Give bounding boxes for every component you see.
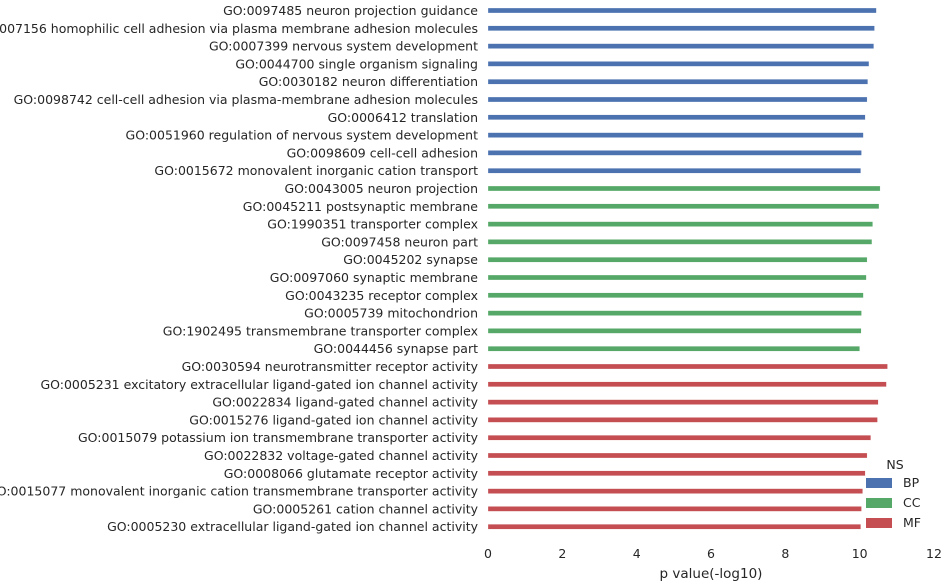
bar — [487, 328, 862, 334]
bar — [487, 274, 867, 281]
x-tick-label: 10 — [852, 546, 868, 561]
category-label: GO:0043235 receptor complex — [285, 288, 478, 303]
legend-swatch — [866, 478, 892, 488]
bar — [487, 96, 868, 103]
x-tick-label: 4 — [633, 546, 641, 561]
bar — [487, 114, 866, 120]
legend-label: BP — [903, 475, 920, 490]
bar — [487, 435, 871, 441]
x-tick-label: 0 — [484, 546, 492, 561]
bar — [487, 203, 880, 209]
x-axis: 0 2 4 6 8 10 12 — [484, 546, 942, 561]
category-label: GO:0015079 potassium ion transmembrane t… — [78, 430, 479, 445]
x-tick-label: 6 — [707, 546, 715, 561]
category-label: GO:0097485 neuron projection guidance — [223, 3, 478, 18]
bar — [487, 452, 868, 459]
x-tick-label: 2 — [558, 546, 566, 561]
bar — [487, 150, 862, 156]
category-label: GO:0097458 neuron part — [321, 234, 478, 249]
bar — [487, 257, 868, 263]
bar — [487, 346, 860, 352]
bar — [487, 524, 861, 530]
bar — [487, 221, 873, 227]
category-label: GO:0015276 ligand-gated ion channel acti… — [189, 412, 478, 427]
legend: NS BP CC MF — [866, 457, 921, 530]
bar — [487, 363, 888, 370]
bar — [487, 25, 875, 31]
category-label: GO:0015077 monovalent inorganic cation t… — [0, 484, 479, 499]
category-label: GO:0030594 neurotransmitter receptor act… — [182, 359, 479, 374]
bar — [487, 43, 874, 49]
bar — [487, 470, 866, 476]
bar — [487, 168, 861, 174]
bar — [487, 310, 862, 316]
category-label: GO:0005261 cation channel activity — [253, 501, 479, 516]
category-label: GO:1902495 transmembrane transporter com… — [163, 323, 478, 338]
category-label: GO:0045202 synapse — [343, 252, 478, 267]
category-label: GO:0006412 translation — [328, 110, 478, 125]
category-label: GO:0045211 postsynaptic membrane — [243, 199, 479, 214]
x-tick-label: 8 — [781, 546, 789, 561]
bar — [487, 61, 870, 67]
category-label: GO:0022832 voltage-gated channel activit… — [204, 448, 479, 463]
category-label: GO:0030182 neuron differentiation — [259, 74, 478, 89]
category-label: GO:0044700 single organism signaling — [235, 56, 478, 71]
bar — [487, 506, 862, 512]
bar — [487, 399, 879, 405]
legend-title: NS — [886, 457, 903, 472]
bar — [487, 417, 878, 423]
category-label: GO:0043005 neuron projection — [284, 181, 478, 196]
bars — [487, 7, 888, 530]
category-label: GO:0015672 monovalent inorganic cation t… — [154, 163, 478, 178]
category-label: GO:0022834 ligand-gated channel activity — [212, 395, 478, 410]
bar — [487, 381, 887, 387]
x-tick-label: 12 — [926, 546, 942, 561]
bar — [487, 185, 881, 192]
bar — [487, 239, 873, 245]
bar — [487, 132, 864, 138]
category-labels: GO:0097485 neuron projection guidance GO:… — [0, 3, 479, 534]
category-label: GO:0098609 cell-cell adhesion — [287, 145, 478, 160]
category-label: GO:0005230 extracellular ligand-gated io… — [107, 519, 479, 534]
category-label: GO:0044456 synapse part — [314, 341, 478, 356]
category-label: GO:0005739 mitochondrion — [304, 306, 478, 321]
bar — [487, 488, 863, 494]
bar — [487, 292, 864, 298]
category-label: GO:0005231 excitatory extracellular liga… — [40, 377, 478, 392]
category-label: GO:0007156 homophilic cell adhesion via … — [0, 21, 478, 36]
category-label: GO:0097060 synaptic membrane — [270, 270, 479, 285]
legend-label: MF — [903, 515, 921, 530]
legend-swatch — [866, 518, 892, 528]
category-label: GO:1990351 transporter complex — [267, 217, 478, 232]
category-label: GO:0098742 cell-cell adhesion via plasma… — [14, 92, 478, 107]
category-label: GO:0008066 glutamate receptor activity — [224, 466, 479, 481]
bar — [487, 7, 877, 14]
legend-swatch — [866, 498, 892, 508]
legend-label: CC — [903, 495, 921, 510]
category-label: GO:0051960 regulation of nervous system … — [126, 128, 479, 143]
category-label: GO:0007399 nervous system development — [209, 39, 478, 54]
bar — [487, 79, 868, 85]
x-axis-label: p value(-log10) — [660, 566, 763, 582]
